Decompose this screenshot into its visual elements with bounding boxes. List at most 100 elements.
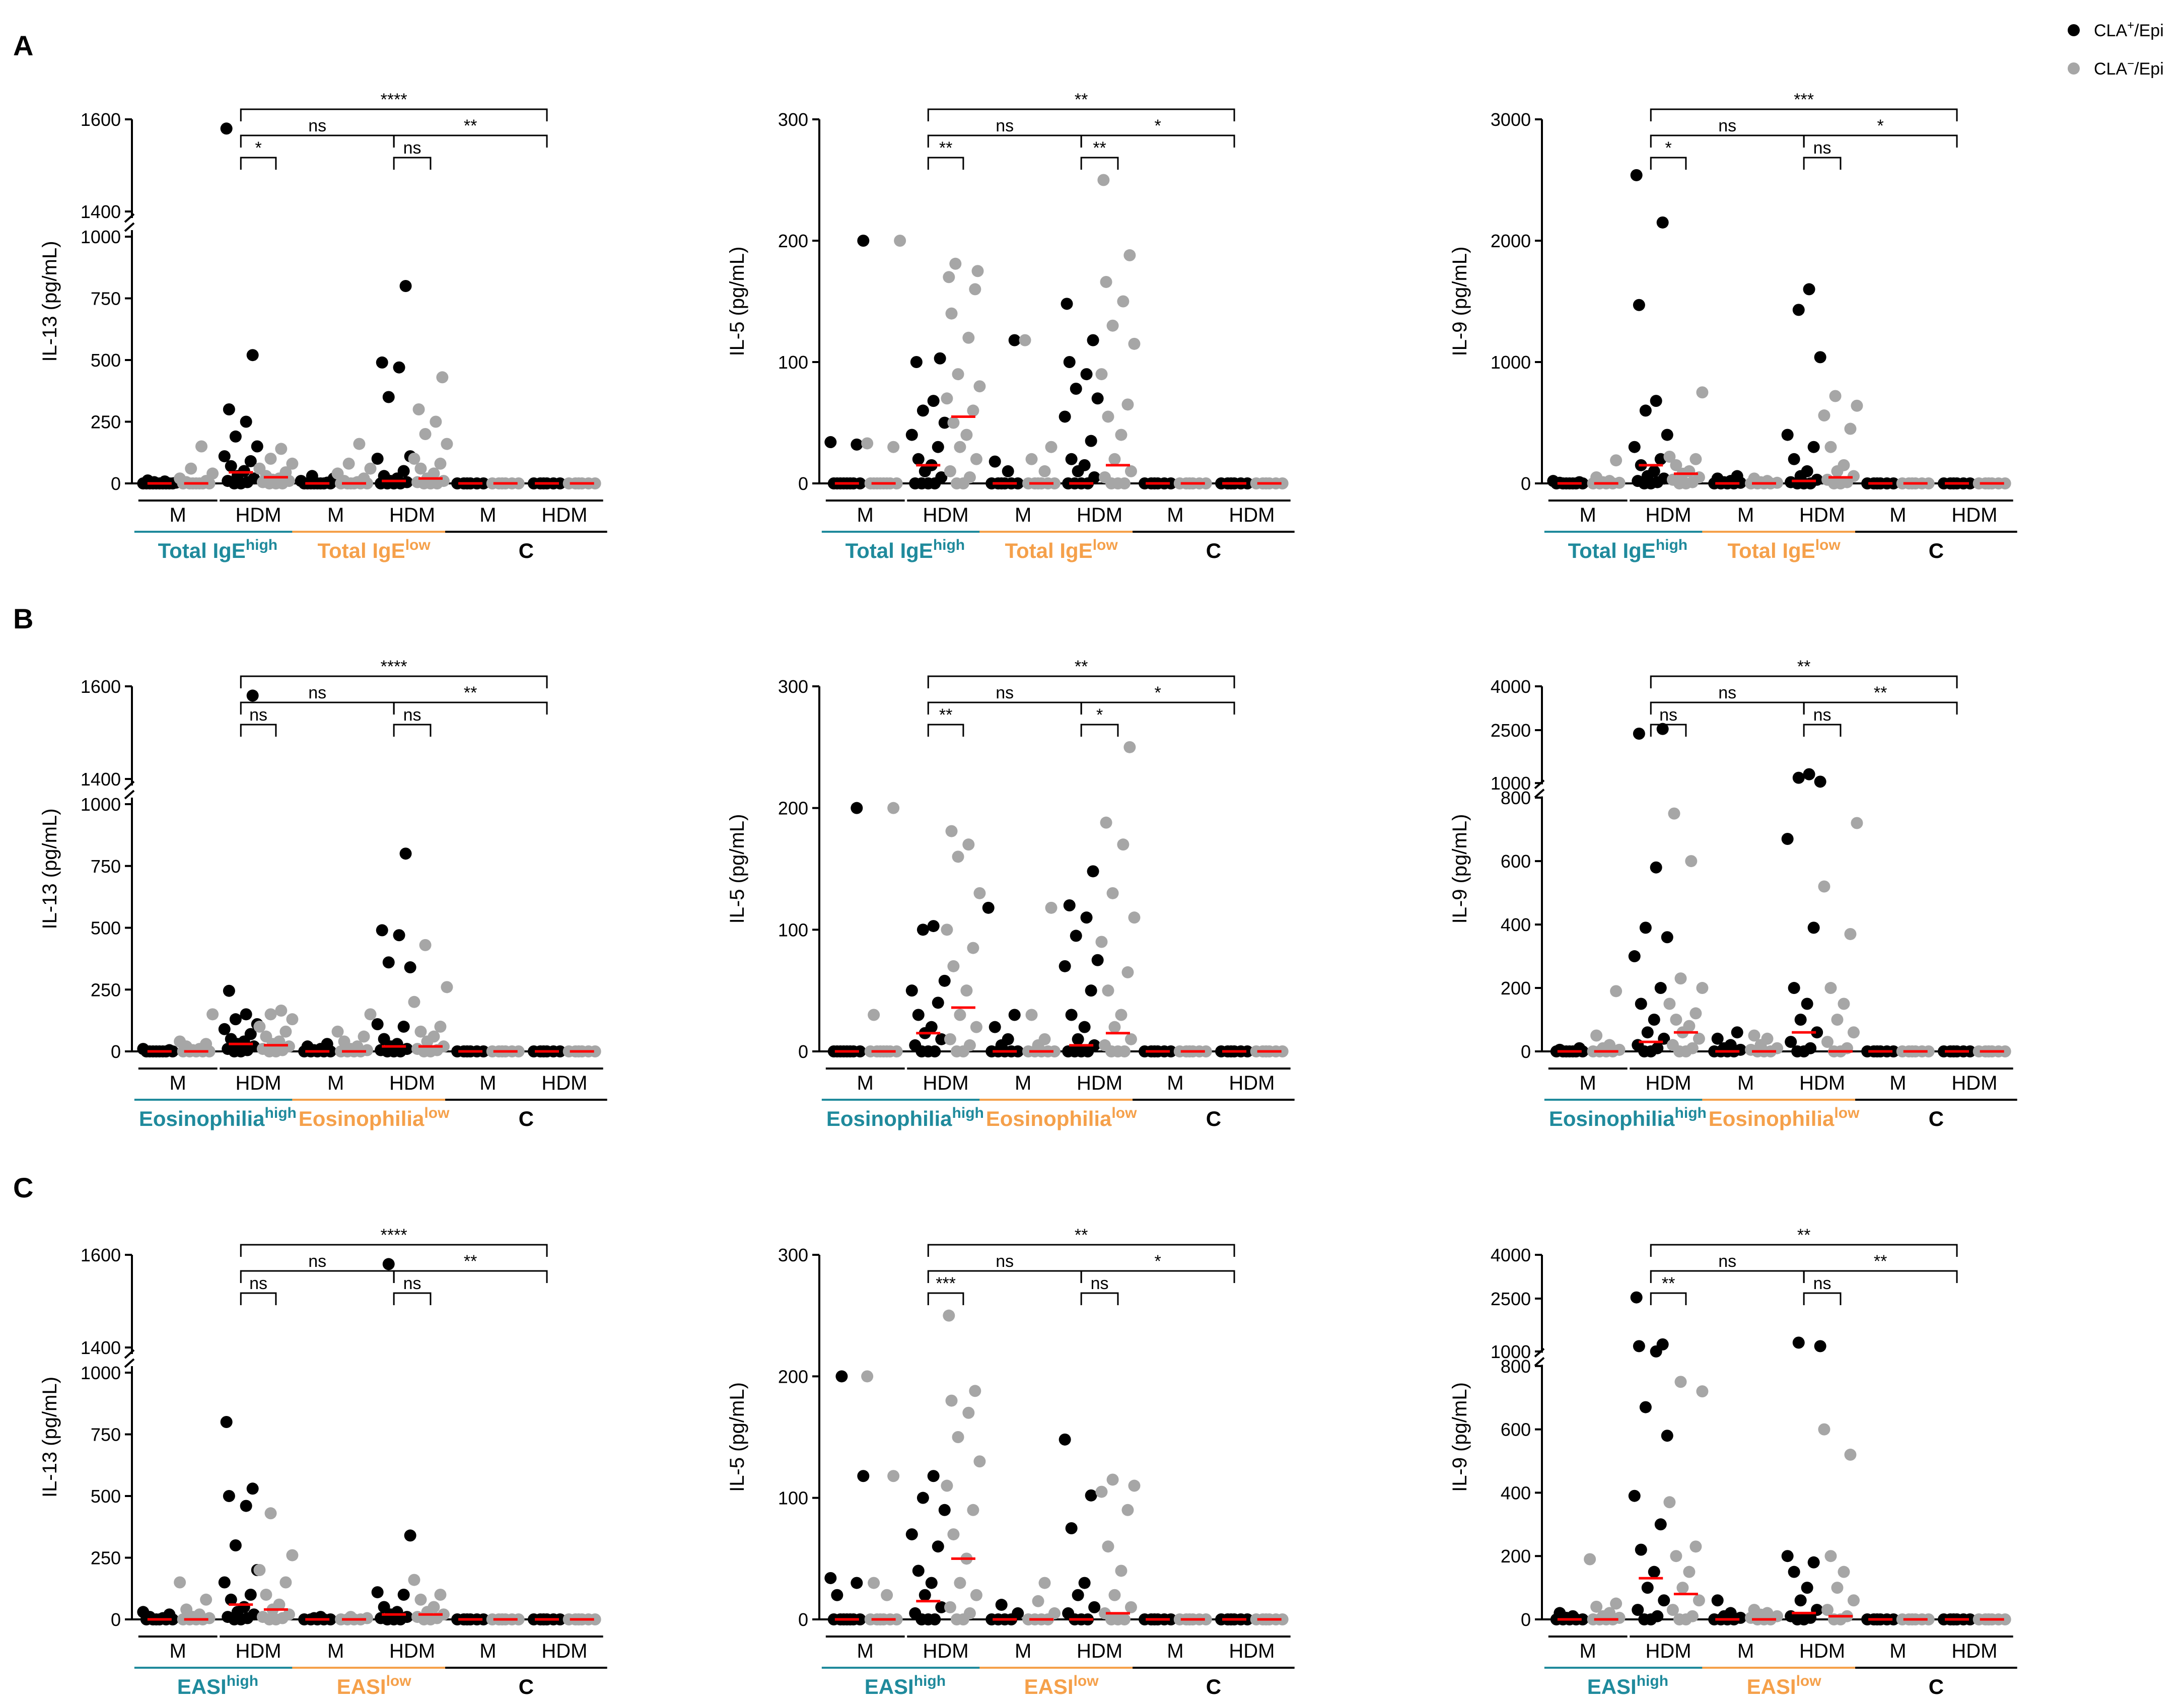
category-label: HDM — [1646, 1640, 1692, 1662]
y-axis-label: IL-9 (pg/mL) — [1449, 814, 1471, 924]
data-point — [351, 1040, 364, 1053]
data-point — [434, 457, 447, 470]
significance-bracket — [1803, 134, 1958, 148]
y-tick-label: 300 — [778, 1245, 808, 1265]
data-point — [962, 1406, 975, 1419]
data-point — [1215, 477, 1228, 489]
data-point — [451, 1613, 464, 1625]
data-point — [1861, 477, 1874, 489]
data-point — [1062, 1607, 1075, 1619]
data-point — [864, 1045, 877, 1057]
data-point — [1250, 1045, 1262, 1057]
data-point — [1831, 1582, 1844, 1594]
data-point — [1999, 1045, 2011, 1057]
y-axis-label: IL-5 (pg/mL) — [726, 814, 748, 924]
data-point — [244, 455, 257, 467]
category-label: M — [1015, 1640, 1031, 1662]
data-point — [1065, 453, 1078, 465]
data-point — [1861, 1045, 1874, 1057]
data-point — [1124, 1601, 1137, 1613]
category-label: M — [170, 1640, 186, 1662]
data-point — [1639, 404, 1652, 417]
data-point — [185, 462, 197, 475]
significance-label: ** — [1797, 657, 1810, 676]
data-point — [408, 453, 420, 465]
data-point — [1106, 1473, 1119, 1486]
y-axis-label: IL-9 (pg/mL) — [1449, 247, 1471, 357]
significance-label: ns — [1813, 1274, 1831, 1293]
group-label: C — [1929, 1675, 1944, 1698]
category-label: M — [1580, 1072, 1596, 1094]
data-point — [1139, 1613, 1151, 1625]
significance-label: ** — [1662, 1274, 1675, 1293]
category-label: M — [1737, 504, 1754, 526]
data-point — [1590, 1029, 1603, 1042]
data-point — [393, 929, 405, 942]
data-point — [890, 1613, 903, 1625]
category-label: HDM — [923, 1640, 969, 1662]
data-point — [935, 1601, 948, 1613]
data-point — [1115, 429, 1128, 441]
significance-bracket — [1803, 724, 1842, 737]
y-axis-label: IL-13 (pg/mL) — [39, 241, 61, 362]
data-point — [947, 960, 960, 972]
data-point — [1590, 1600, 1603, 1613]
data-point — [174, 472, 186, 485]
data-point — [1085, 1489, 1097, 1502]
data-point — [1844, 1448, 1857, 1461]
data-point — [391, 1606, 403, 1618]
data-point — [1656, 1338, 1669, 1350]
data-point — [1668, 807, 1680, 820]
data-point — [306, 470, 318, 482]
axis-break-mark — [124, 780, 135, 791]
data-point — [1972, 1045, 1985, 1057]
data-point — [1032, 1595, 1044, 1607]
significance-label: ns — [403, 138, 421, 158]
significance-label: ns — [1718, 683, 1736, 702]
data-point — [229, 1539, 242, 1551]
data-point — [1748, 472, 1760, 485]
data-point — [428, 1030, 440, 1043]
y-tick-label: 100 — [778, 352, 808, 373]
data-point — [1861, 1613, 1874, 1625]
data-point — [1603, 1607, 1616, 1619]
significance-label: ns — [403, 705, 421, 725]
category-label: M — [479, 504, 496, 526]
significance-bracket — [927, 1244, 1235, 1257]
y-tick-label: 750 — [91, 1425, 121, 1445]
data-point — [1663, 998, 1676, 1010]
group-label: EASIhigh — [1587, 1673, 1668, 1698]
data-point — [364, 462, 377, 475]
data-point — [414, 462, 427, 475]
data-point — [1814, 775, 1826, 788]
data-point — [1654, 1518, 1667, 1531]
data-point — [1085, 984, 1097, 997]
data-point — [945, 307, 958, 320]
data-point — [935, 1033, 948, 1045]
data-point — [512, 1613, 525, 1625]
group-label: Total IgEhigh — [1568, 537, 1688, 562]
data-point — [1821, 1604, 1834, 1616]
data-point — [1628, 1489, 1641, 1502]
data-point — [1658, 472, 1670, 485]
data-point — [1118, 477, 1131, 489]
data-point — [1630, 169, 1643, 181]
group-label: Eosinophiliahigh — [139, 1105, 297, 1130]
data-point — [1022, 477, 1035, 489]
data-point — [419, 428, 432, 440]
group-label: Total IgElow — [317, 537, 431, 562]
data-point — [1108, 1589, 1121, 1601]
significance-bracket — [1080, 724, 1119, 737]
data-point — [1807, 1556, 1820, 1569]
data-point — [927, 1470, 940, 1482]
data-point — [223, 403, 235, 415]
data-point — [970, 1021, 982, 1033]
data-point — [1792, 1336, 1805, 1349]
data-point — [382, 1258, 395, 1270]
data-point — [331, 467, 344, 480]
data-point — [827, 1613, 840, 1625]
data-point — [264, 453, 277, 465]
panel-label-b: B — [13, 603, 33, 634]
significance-label: ** — [464, 683, 477, 702]
data-point — [824, 1572, 837, 1584]
